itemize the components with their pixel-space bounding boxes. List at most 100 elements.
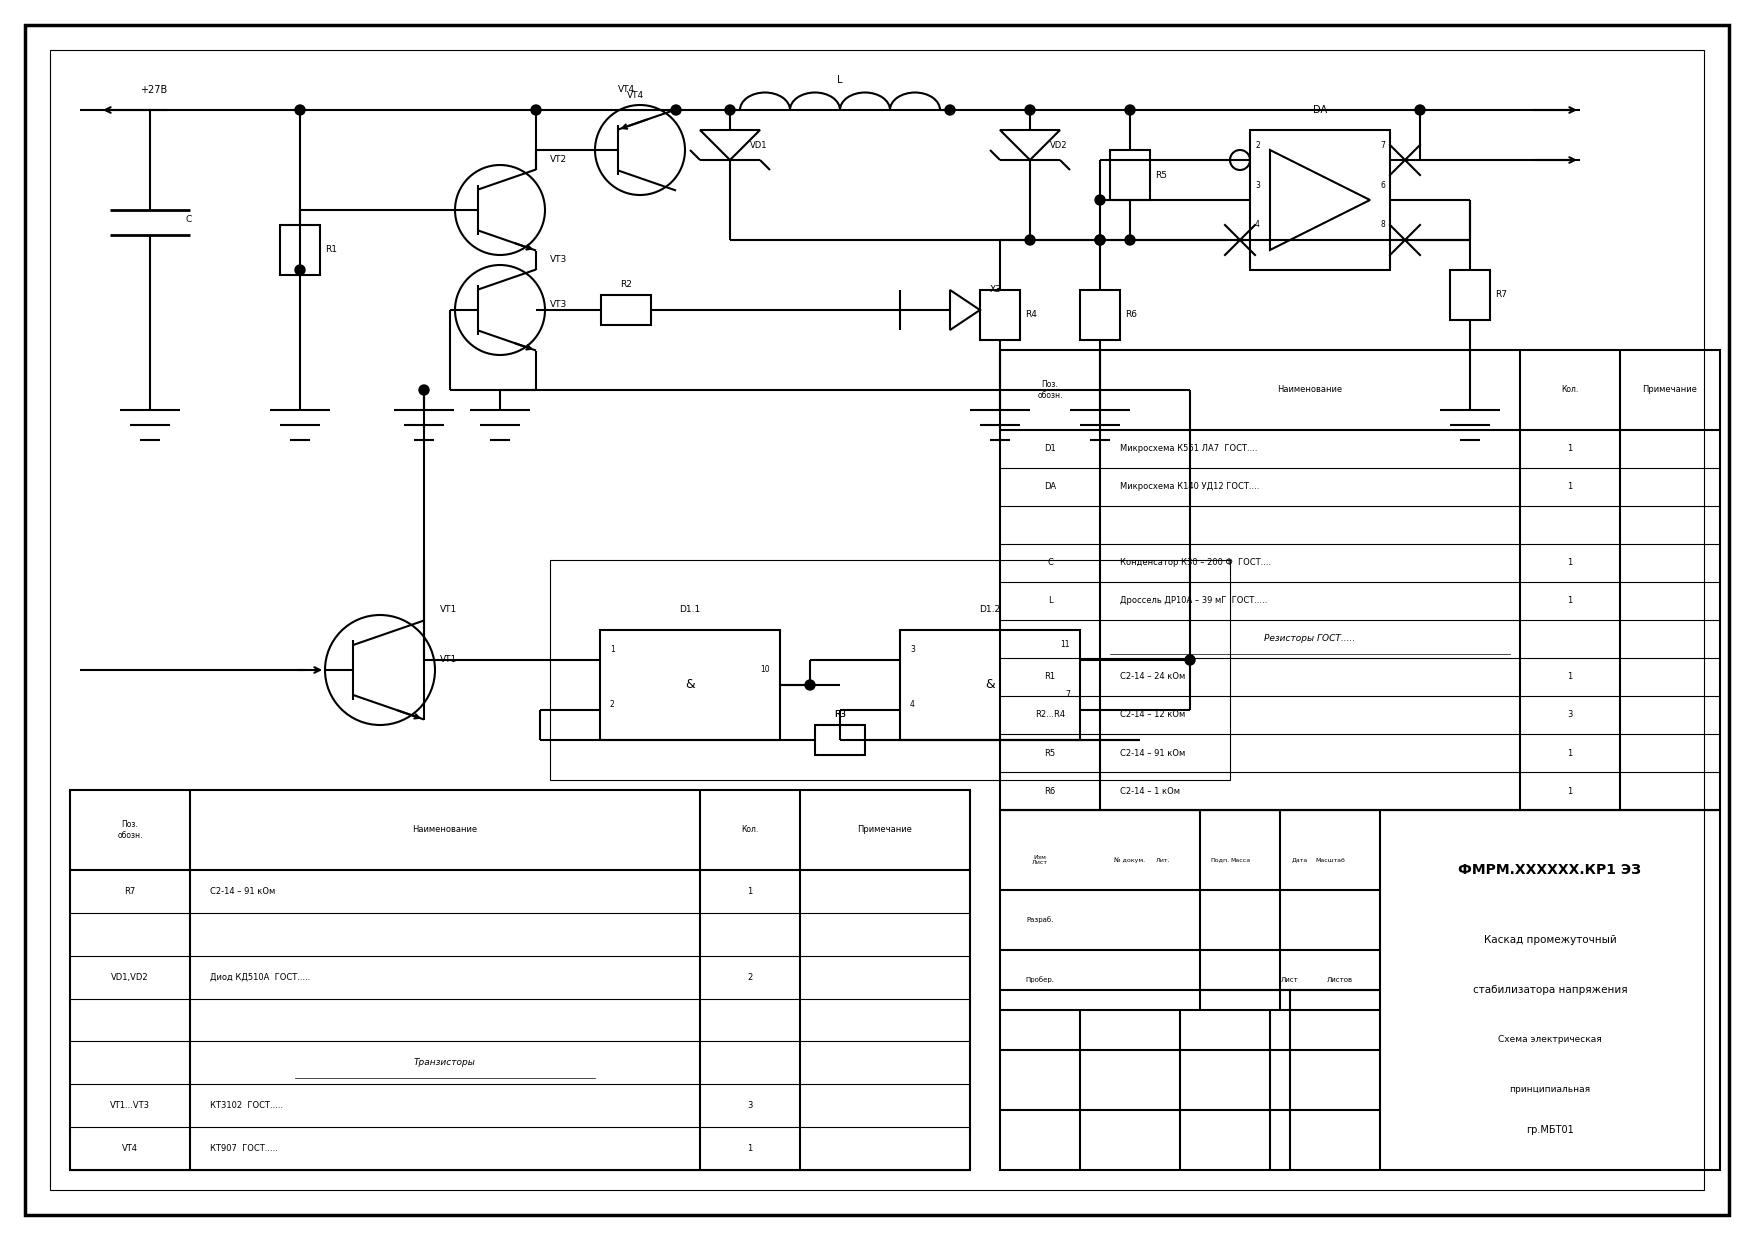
Text: ФМРМ.XXXXXX.КР1 ЭЗ: ФМРМ.XXXXXX.КР1 ЭЗ [1459,863,1642,877]
Text: Схема электрическая: Схема электрическая [1498,1035,1601,1044]
Text: 8: 8 [1380,221,1386,229]
Circle shape [1124,105,1135,115]
Text: С2-14 – 91 кОм: С2-14 – 91 кОм [1121,749,1186,758]
Text: R1: R1 [324,246,337,254]
Text: VD2: VD2 [1051,140,1068,150]
Circle shape [1094,236,1105,246]
Text: Конденсатор К30 – 200 Ф  ГОСТ....: Конденсатор К30 – 200 Ф ГОСТ.... [1121,558,1272,568]
Text: &: & [986,678,995,692]
Text: R5: R5 [1044,749,1056,758]
Text: VD1,VD2: VD1,VD2 [111,972,149,982]
Text: C: C [1047,558,1052,568]
Text: 1: 1 [1568,444,1573,454]
Text: Транзисторы: Транзисторы [414,1059,475,1068]
Text: 3: 3 [1256,181,1259,190]
Circle shape [295,265,305,275]
Circle shape [672,105,681,115]
Text: Диод КД510А  ГОСТ.....: Диод КД510А ГОСТ..... [210,972,310,982]
Bar [1110,150,1151,200]
Text: R6: R6 [1044,786,1056,796]
Bar [281,224,319,275]
Text: DA: DA [1314,105,1328,115]
Text: VT2: VT2 [551,155,567,165]
Text: R1: R1 [1044,672,1056,682]
Text: Лит.: Лит. [1156,858,1170,863]
Text: С2-14 – 1 кОм: С2-14 – 1 кОм [1121,786,1180,796]
Text: С2-14 – 91 кОм: С2-14 – 91 кОм [210,887,275,897]
Text: 3: 3 [1568,711,1573,719]
Text: Наименование: Наименование [1277,386,1342,394]
Text: Микросхема К561 ЛА7  ГОСТ....: Микросхема К561 ЛА7 ГОСТ.... [1121,444,1258,454]
Text: D1.2: D1.2 [979,605,1000,615]
Text: R2...R4: R2...R4 [1035,711,1065,719]
Text: L: L [837,74,842,86]
Bar [1000,350,1721,810]
Bar [602,295,651,325]
Text: VT1...VT3: VT1...VT3 [111,1101,151,1110]
Circle shape [1024,236,1035,246]
Text: 2: 2 [747,972,752,982]
Circle shape [1094,236,1105,246]
Text: R5: R5 [1154,170,1166,180]
Text: 7: 7 [1065,691,1070,699]
Text: № докум.: № докум. [1114,857,1145,863]
Text: С: С [184,216,191,224]
Circle shape [1024,105,1035,115]
Text: Масштаб: Масштаб [1316,858,1345,863]
Text: R4: R4 [1024,310,1037,320]
Circle shape [805,680,816,689]
Text: VT3: VT3 [551,255,567,264]
Text: R7: R7 [125,887,135,897]
Text: VT4: VT4 [626,91,644,99]
Text: Разраб.: Разраб. [1026,916,1054,924]
Text: Лист: Лист [1280,977,1300,983]
Bar [551,560,1230,780]
Text: 1: 1 [1568,558,1573,568]
Text: 1: 1 [610,646,614,655]
Text: DA: DA [1044,482,1056,491]
Text: Примечание: Примечание [858,826,912,835]
Text: Поз.
обозн.: Поз. обозн. [118,821,142,839]
Text: Изм
Лист: Изм Лист [1031,854,1047,866]
Text: 1: 1 [747,887,752,897]
Text: L: L [1047,596,1052,605]
Text: 2: 2 [610,701,614,709]
Text: R3: R3 [833,711,845,719]
Bar [1080,290,1121,340]
Text: 1: 1 [1568,482,1573,491]
Circle shape [531,105,540,115]
Text: Пробер.: Пробер. [1026,977,1054,983]
Text: 1: 1 [1568,596,1573,605]
Text: Каскад промежуточный: Каскад промежуточный [1484,935,1617,945]
Text: 4: 4 [1256,221,1259,229]
Text: R6: R6 [1124,310,1137,320]
Text: стабилизатора напряжения: стабилизатора напряжения [1473,985,1628,994]
Circle shape [1094,195,1105,205]
Text: Кол.: Кол. [1561,386,1579,394]
Text: VT4: VT4 [123,1145,139,1153]
Bar [1000,810,1721,1171]
Circle shape [945,105,954,115]
Text: КТ3102  ГОСТ.....: КТ3102 ГОСТ..... [210,1101,282,1110]
Text: 1: 1 [1568,672,1573,682]
Circle shape [1186,655,1194,665]
Text: 10: 10 [761,666,770,675]
Text: Примечание: Примечание [1642,386,1698,394]
Text: С2-14 – 24 кОм: С2-14 – 24 кОм [1121,672,1186,682]
Text: Дата: Дата [1293,858,1308,863]
Circle shape [1415,105,1424,115]
Text: гр.МБТ01: гр.МБТ01 [1526,1125,1573,1135]
Text: VD1: VD1 [751,140,768,150]
Circle shape [419,384,430,396]
Text: С2-14 – 12 кОм: С2-14 – 12 кОм [1121,711,1186,719]
Text: Кол.: Кол. [742,826,759,835]
Text: 1: 1 [1568,786,1573,796]
Text: Листов: Листов [1328,977,1352,983]
Text: 6: 6 [1380,181,1386,190]
Text: 3: 3 [910,646,916,655]
Text: VT3: VT3 [551,300,567,310]
Bar [1251,130,1389,270]
Text: 4: 4 [910,701,916,709]
Text: 11: 11 [1061,641,1070,650]
Text: 1: 1 [747,1145,752,1153]
